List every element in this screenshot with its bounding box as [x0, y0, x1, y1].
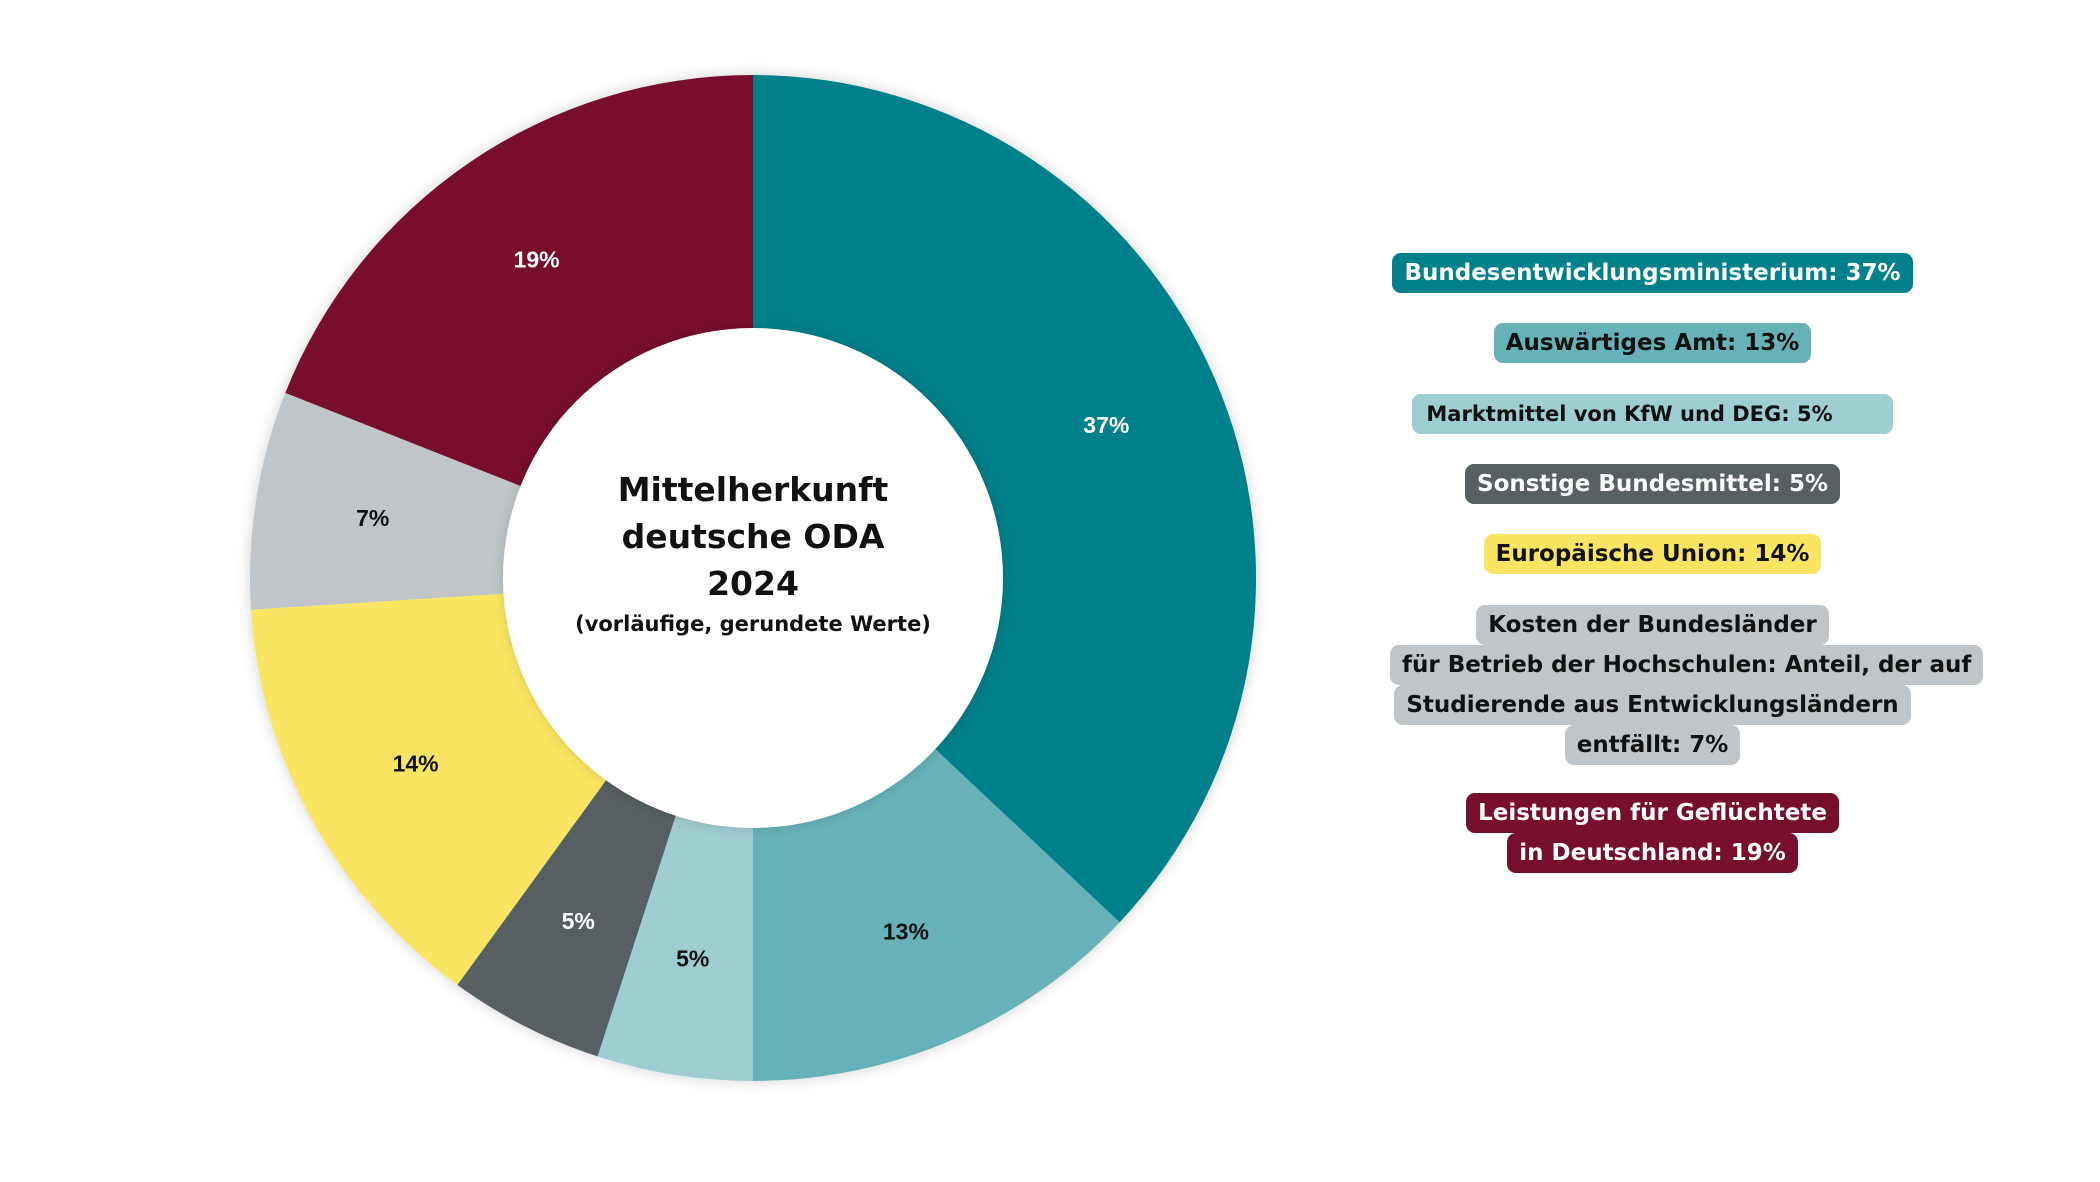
legend-line: Studierende aus Entwicklungsländern: [1390, 685, 1915, 725]
data-label: 13%: [883, 918, 929, 944]
legend-entry: Kosten der Bundesländer für Betrieb der H…: [1390, 605, 1984, 765]
legend-line: Marktmittel von KfW und DEG: 5%: [1390, 394, 1915, 434]
chart-title: Mittelherkunft deutsche ODA 2024: [553, 466, 953, 607]
legend-label: Europäische Union: 14%: [1483, 534, 1822, 574]
data-label: 7%: [356, 505, 389, 531]
legend-line: in Deutschland: 19%: [1390, 833, 1915, 873]
data-label: 19%: [514, 247, 560, 273]
legend-line: Auswärtiges Amt: 13%: [1390, 323, 1915, 363]
title-line: Mittelherkunft: [617, 470, 889, 509]
legend-label: für Betrieb der Hochschulen: Anteil, der…: [1390, 645, 1984, 685]
legend-label: Kosten der Bundesländer: [1476, 605, 1829, 645]
data-label: 5%: [562, 908, 595, 934]
legend-entry: Sonstige Bundesmittel: 5%: [1390, 464, 1915, 504]
legend-label: in Deutschland: 19%: [1507, 833, 1798, 873]
title-line: deutsche ODA: [621, 517, 885, 556]
legend-label: Sonstige Bundesmittel: 5%: [1465, 464, 1840, 504]
legend-entry: Europäische Union: 14%: [1390, 534, 1915, 574]
legend-label: Bundesentwicklungsministerium: 37%: [1392, 253, 1913, 293]
legend-label: entfällt: 7%: [1564, 725, 1741, 765]
title-line: 2024: [707, 564, 799, 603]
legend-line: für Betrieb der Hochschulen: Anteil, der…: [1390, 645, 1984, 685]
donut-chart: 37% 13% 5% 5% 14% 7% 19%: [250, 75, 1256, 1081]
legend-line: Kosten der Bundesländer: [1390, 605, 1915, 645]
legend-line: Europäische Union: 14%: [1390, 534, 1915, 574]
data-label: 14%: [393, 750, 439, 776]
legend-entry: Marktmittel von KfW und DEG: 5%: [1390, 394, 1915, 434]
legend-line: Leistungen für Geflüchtete: [1390, 793, 1915, 833]
data-label: 37%: [1083, 412, 1129, 438]
legend-entry: Auswärtiges Amt: 13%: [1390, 323, 1915, 363]
legend-line: Bundesentwicklungsministerium: 37%: [1390, 253, 1915, 293]
chart-subtitle: (vorläufige, gerundete Werte): [575, 612, 931, 636]
data-label: 5%: [676, 945, 709, 971]
legend-label: Studierende aus Entwicklungsländern: [1394, 685, 1911, 725]
legend-entry: Leistungen für Geflüchtete in Deutschland…: [1390, 793, 1915, 873]
legend-line: entfällt: 7%: [1390, 725, 1915, 765]
legend-label: Leistungen für Geflüchtete: [1466, 793, 1839, 833]
legend-entry: Bundesentwicklungsministerium: 37%: [1390, 253, 1915, 293]
legend-label: Auswärtiges Amt: 13%: [1493, 323, 1812, 363]
slice-0: [753, 75, 1256, 923]
legend-line: Sonstige Bundesmittel: 5%: [1390, 464, 1915, 504]
legend-label: Marktmittel von KfW und DEG: 5%: [1412, 394, 1893, 434]
donut-hole: [503, 328, 1003, 828]
